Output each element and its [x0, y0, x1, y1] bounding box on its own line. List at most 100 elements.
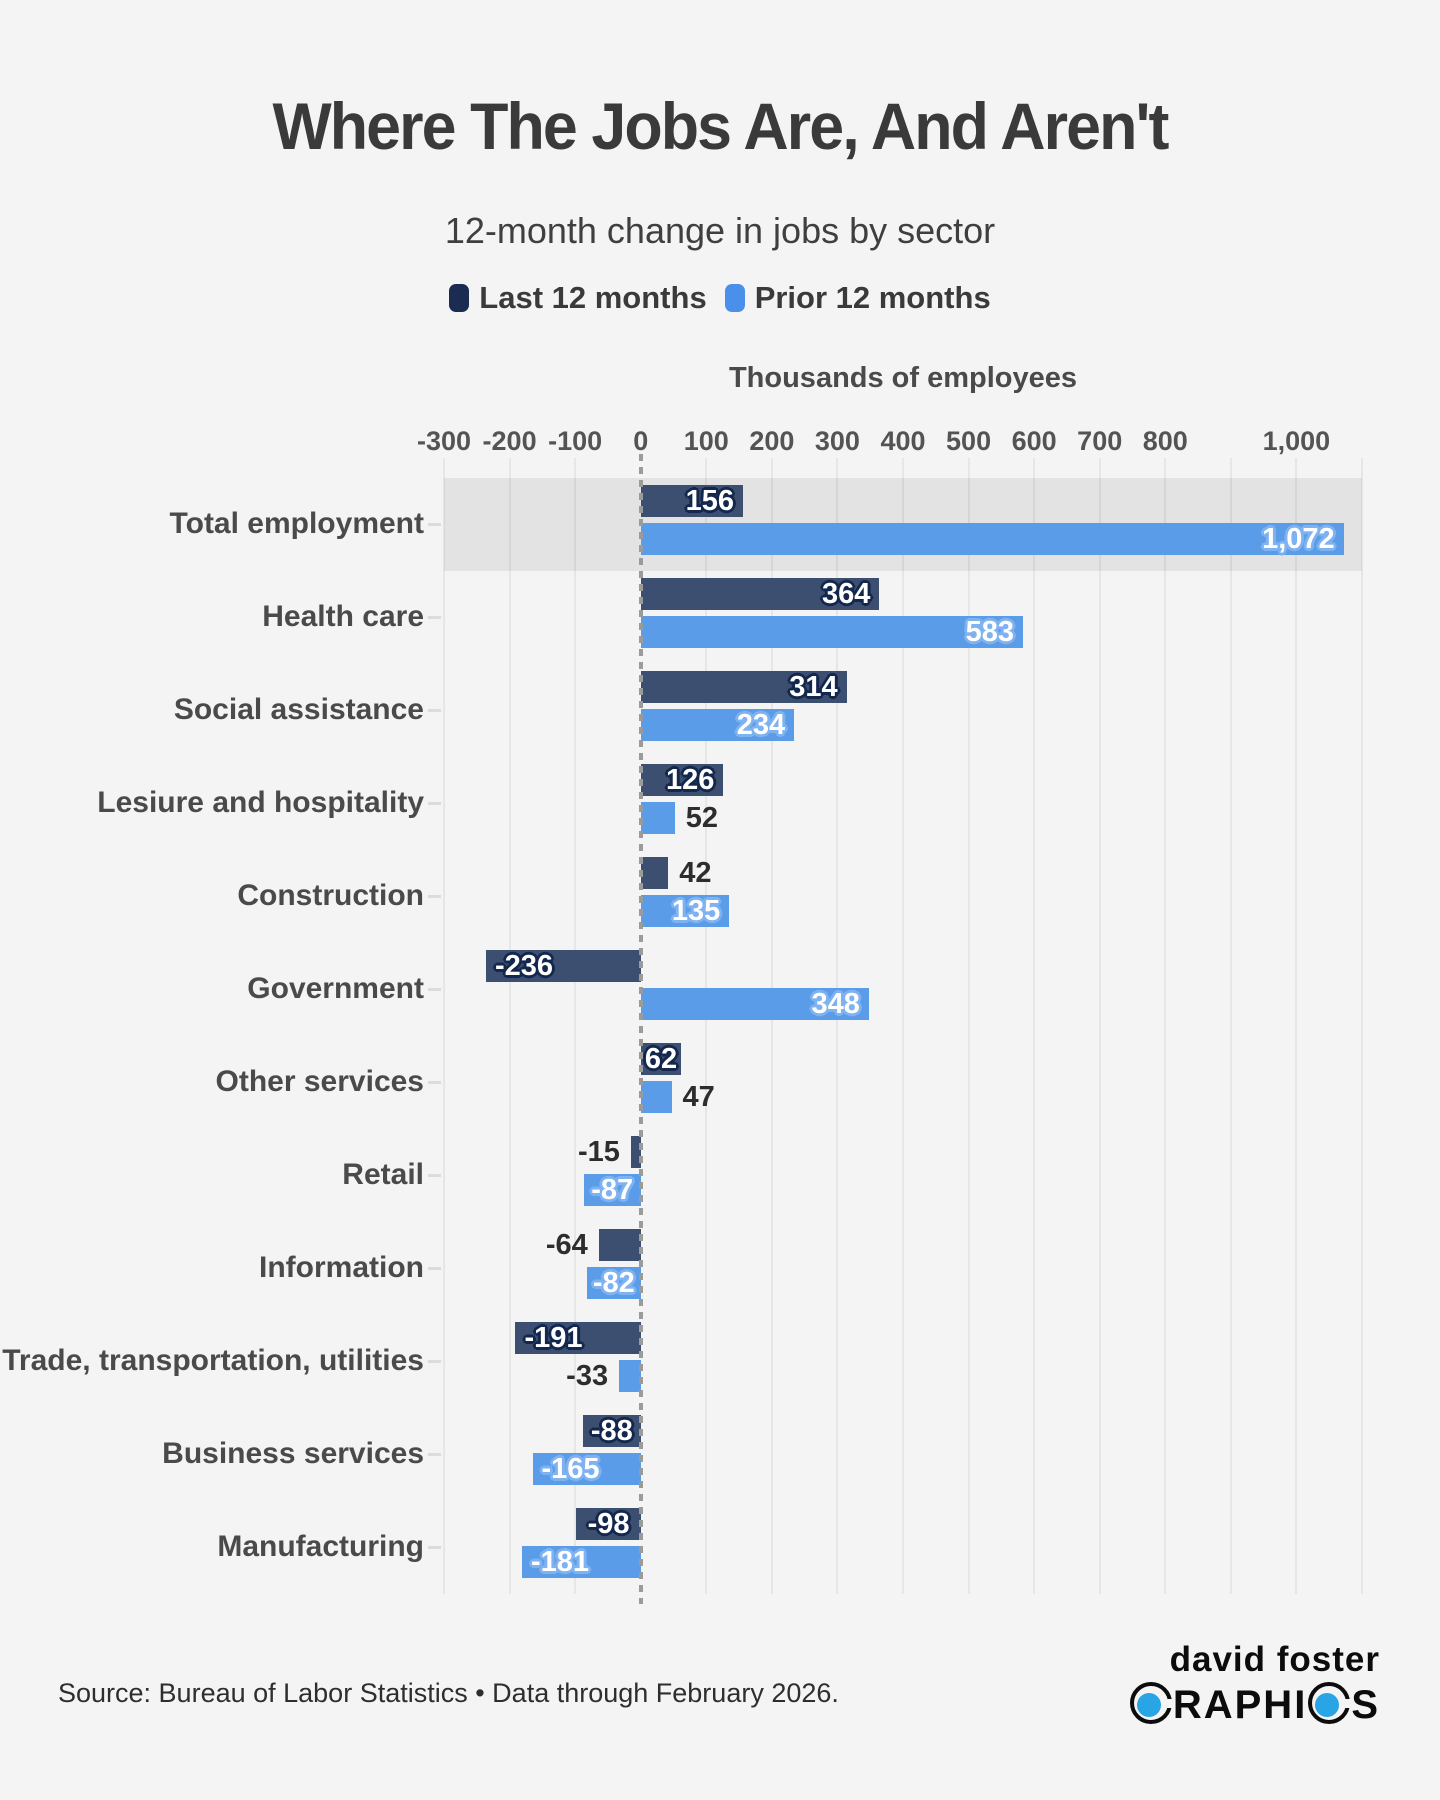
- zero-baseline: [638, 454, 643, 1604]
- category-tick: [428, 1453, 441, 1456]
- bar: [640, 1043, 682, 1075]
- x-axis-title: Thousands of employees: [728, 362, 1078, 394]
- gridline: [1229, 458, 1232, 1594]
- bar-value-label: 52: [685, 802, 719, 834]
- page-title: Where The Jobs Are, And Aren't: [272, 89, 1169, 163]
- bar: [532, 1453, 641, 1485]
- gridline: [574, 458, 577, 1594]
- chart-subtitle: 12-month change in jobs by sector: [444, 210, 996, 251]
- bar: [619, 1360, 641, 1392]
- category-label: Information: [259, 1251, 424, 1284]
- category-tick: [428, 1081, 441, 1084]
- gridline: [967, 458, 970, 1594]
- x-axis-tick-label: -100: [548, 426, 603, 456]
- gridline: [770, 458, 773, 1594]
- x-axis-tick-label: 500: [946, 426, 992, 456]
- x-axis-tick-label: 800: [1142, 426, 1188, 456]
- bar: [515, 1322, 641, 1354]
- bar: [586, 1267, 641, 1299]
- logo-letter: P: [1234, 1683, 1264, 1727]
- x-axis-tick-label: 400: [880, 426, 926, 456]
- x-axis-tick-label: 1,000: [1262, 426, 1331, 456]
- source-note: Source: Bureau of Labor Statistics • Dat…: [58, 1678, 839, 1708]
- logo-name-text: david foster: [1169, 1640, 1380, 1679]
- legend-item-last-12-months: Last 12 months: [449, 280, 707, 316]
- category-label: Total employment: [169, 507, 424, 540]
- bar-value-label: 42: [679, 857, 712, 889]
- x-axis-tick-label: 100: [683, 426, 729, 456]
- category-tick: [428, 1546, 441, 1549]
- bar: [576, 1508, 641, 1540]
- bar-value-label: -236: [494, 950, 553, 982]
- bar-value-label: 156: [685, 485, 735, 517]
- bar: [640, 523, 1344, 555]
- category-labels: Total employment Health care Social assist…: [0, 478, 424, 1594]
- legend-swatch-blue: [724, 284, 745, 312]
- bar-value-label: 1,072: [1262, 523, 1335, 555]
- bar-value-label: -33: [566, 1360, 609, 1392]
- category-tick: [428, 1360, 441, 1363]
- logo-accent-disc: [1315, 1693, 1340, 1717]
- bar-value-label: 234: [736, 709, 786, 741]
- bar: [583, 1415, 641, 1447]
- bar-value-label: -64: [545, 1229, 588, 1261]
- x-axis-tick-label: 0: [633, 426, 649, 456]
- gridline: [836, 458, 839, 1594]
- bar-value-label: 126: [665, 764, 715, 796]
- bar-value-label: 348: [811, 988, 860, 1020]
- bar: [640, 578, 880, 610]
- legend: Last 12 months Prior 12 months: [0, 280, 1440, 316]
- category-label: Business services: [162, 1437, 424, 1470]
- category-label: Lesiure and hospitality: [97, 786, 424, 819]
- bar-value-label: 47: [682, 1081, 715, 1113]
- bar-value-label: -15: [577, 1136, 620, 1168]
- bar-value-label: 62: [644, 1043, 678, 1075]
- category-tick: [428, 709, 441, 712]
- logo-letter: R: [1172, 1683, 1204, 1727]
- bar-value-label: -191: [524, 1322, 583, 1354]
- bar-value-label: -82: [592, 1267, 635, 1299]
- category-tick: [428, 1174, 441, 1177]
- category-label: Retail: [342, 1158, 424, 1191]
- gridline: [443, 458, 445, 1594]
- bar: [485, 950, 641, 982]
- bar-chart-plot-area: -300 -200 -100 0 100 200 300 400 500 600 700 800 1,0…: [417, 426, 1363, 1604]
- category-tick: [428, 523, 441, 526]
- x-axis-tick-label: 700: [1077, 426, 1123, 456]
- bar-value-label: -165: [541, 1453, 600, 1485]
- legend-label: Last 12 months: [479, 280, 707, 315]
- x-axis-tick-label: 200: [749, 426, 795, 456]
- bar-value-label: 314: [789, 671, 838, 703]
- legend-item-prior-12-months: Prior 12 months: [724, 280, 991, 316]
- category-tick: [428, 895, 441, 898]
- bar: [583, 1174, 641, 1206]
- logo-letter-c-icon: [1308, 1682, 1352, 1724]
- bar: [640, 616, 1023, 648]
- x-axis-tick-label: -300: [416, 426, 472, 456]
- bar: [630, 1136, 641, 1168]
- category-label: Other services: [215, 1065, 424, 1098]
- category-label: Social assistance: [173, 693, 424, 726]
- bar: [640, 988, 869, 1020]
- bar: [522, 1546, 641, 1578]
- logo-letter: H: [1263, 1683, 1295, 1727]
- logo-letter: S: [1351, 1683, 1380, 1727]
- bar: [640, 671, 847, 703]
- bar-value-label: 583: [965, 616, 1014, 648]
- bar: [640, 857, 669, 889]
- logo-letter: I: [1294, 1683, 1308, 1727]
- bar-value-label: -181: [531, 1546, 590, 1578]
- logo-circle-notch: [1162, 1699, 1173, 1708]
- gridline: [508, 458, 511, 1594]
- logo-accent-disc: [1136, 1693, 1161, 1717]
- gridline: [902, 458, 904, 1594]
- x-axis-tick-label: -200: [482, 426, 537, 456]
- bar: [640, 485, 743, 517]
- category-tick: [428, 988, 441, 991]
- bar: [640, 709, 795, 741]
- x-axis-tick-label: 600: [1011, 426, 1057, 456]
- category-tick: [428, 802, 441, 805]
- bar: [640, 895, 730, 927]
- category-label: Construction: [237, 879, 424, 912]
- logo-letter-g-icon: [1129, 1682, 1173, 1724]
